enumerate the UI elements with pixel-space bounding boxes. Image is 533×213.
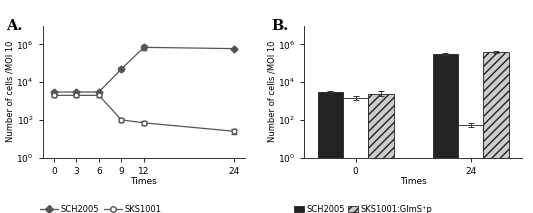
Legend: SCH2005, SKS1001, SKS1001:GlmS⁺p: SCH2005, SKS1001, SKS1001:GlmS⁺p bbox=[290, 201, 436, 213]
Bar bbox=[368, 94, 393, 213]
Bar bbox=[458, 125, 483, 213]
Y-axis label: Number of cells /MOI 10: Number of cells /MOI 10 bbox=[267, 41, 276, 142]
Bar bbox=[433, 54, 458, 213]
Legend: SCH2005, SKS1001: SCH2005, SKS1001 bbox=[37, 201, 165, 213]
Bar bbox=[318, 92, 343, 213]
Bar bbox=[343, 98, 368, 213]
Text: B.: B. bbox=[271, 19, 288, 33]
X-axis label: Times: Times bbox=[400, 177, 426, 186]
X-axis label: Times: Times bbox=[131, 177, 157, 186]
Bar bbox=[483, 52, 508, 213]
Y-axis label: Number of cells /MOI 10: Number of cells /MOI 10 bbox=[6, 41, 15, 142]
Text: A.: A. bbox=[6, 19, 22, 33]
